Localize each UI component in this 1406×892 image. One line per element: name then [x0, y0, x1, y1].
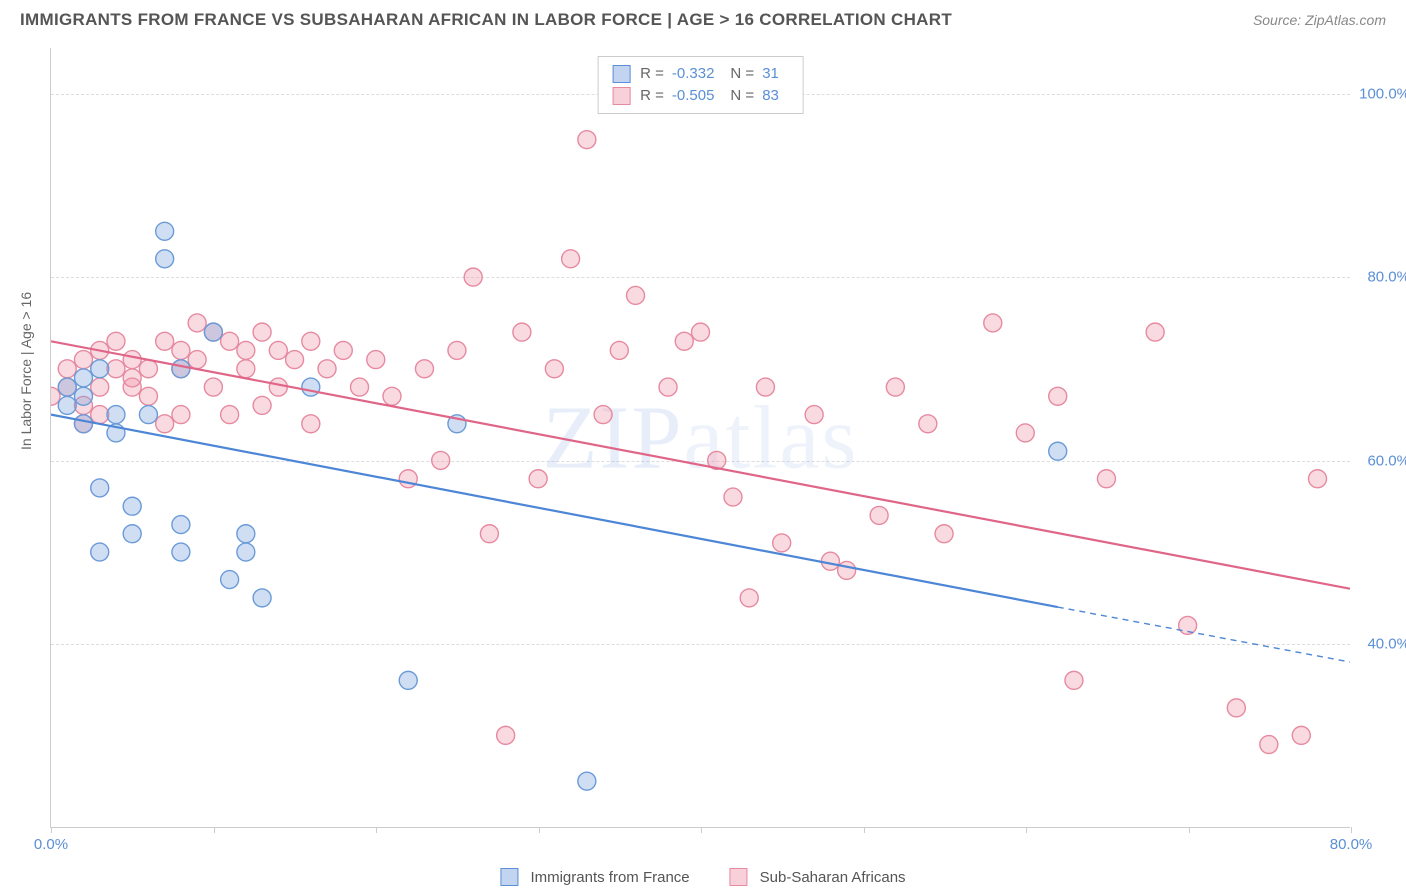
- y-axis-label: In Labor Force | Age > 16: [18, 292, 34, 450]
- swatch-blue-icon: [612, 65, 630, 83]
- source-label: Source: ZipAtlas.com: [1253, 12, 1386, 28]
- x-tick-label: 80.0%: [1330, 836, 1373, 853]
- swatch-pink-icon: [730, 868, 748, 886]
- y-tick-label: 60.0%: [1367, 452, 1406, 469]
- x-tick-label: 0.0%: [34, 836, 68, 853]
- y-tick-label: 40.0%: [1367, 636, 1406, 653]
- y-tick-label: 80.0%: [1367, 269, 1406, 286]
- swatch-blue-icon: [500, 868, 518, 886]
- series-legend: Immigrants from France Sub-Saharan Afric…: [500, 868, 905, 886]
- correlation-legend: R = -0.332 N = 31 R = -0.505 N = 83: [597, 56, 804, 114]
- scatter-svg: [51, 48, 1350, 827]
- swatch-pink-icon: [612, 87, 630, 105]
- y-tick-label: 100.0%: [1359, 85, 1406, 102]
- legend-item-ssa: Sub-Saharan Africans: [730, 868, 906, 886]
- legend-item-france: Immigrants from France: [500, 868, 689, 886]
- chart-plot-area: R = -0.332 N = 31 R = -0.505 N = 83 ZIPa…: [50, 48, 1350, 828]
- legend-row-ssa: R = -0.505 N = 83: [612, 85, 789, 107]
- legend-row-france: R = -0.332 N = 31: [612, 63, 789, 85]
- chart-title: IMMIGRANTS FROM FRANCE VS SUBSAHARAN AFR…: [20, 10, 952, 30]
